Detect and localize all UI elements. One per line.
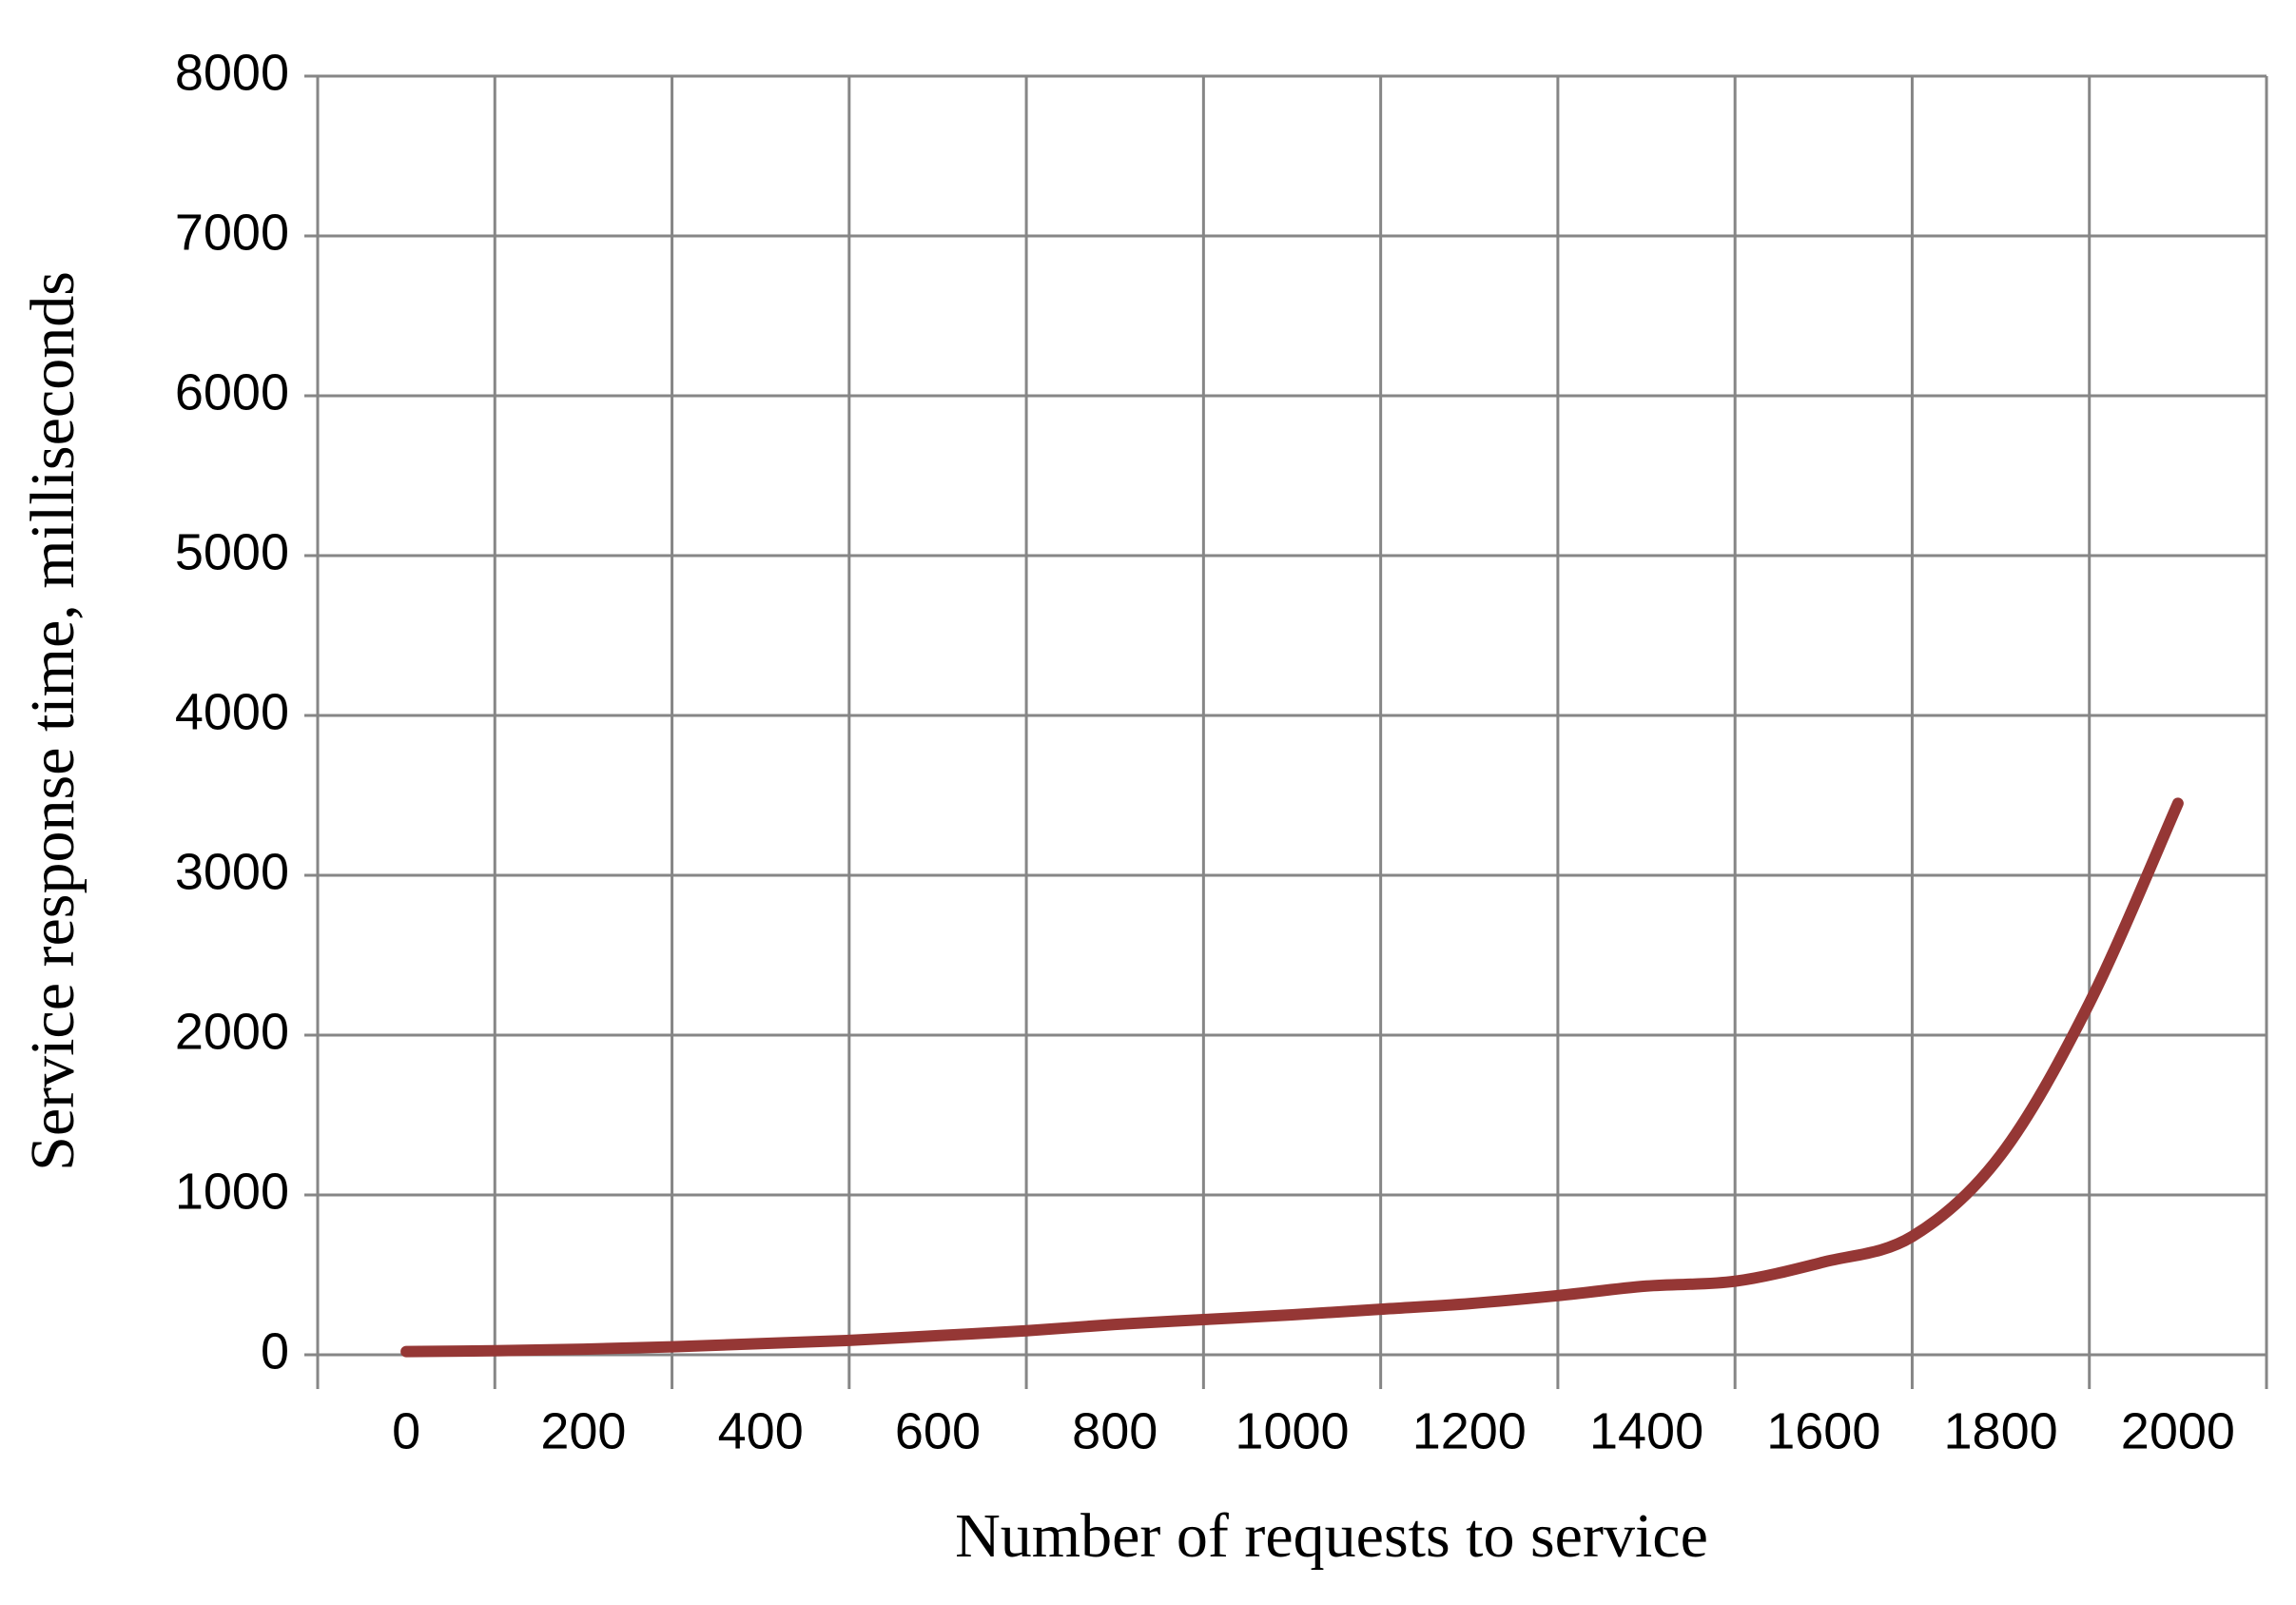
x-tick-label: 1400: [1589, 1402, 1703, 1459]
x-tick-label: 1600: [1766, 1402, 1880, 1459]
y-tick-label: 2000: [175, 1003, 289, 1060]
y-tick-label: 0: [261, 1322, 289, 1380]
x-tick-label: 0: [392, 1402, 420, 1459]
y-tick-label: 5000: [175, 523, 289, 580]
y-tick-label: 3000: [175, 843, 289, 900]
y-tick-label: 6000: [175, 363, 289, 421]
x-tick-label: 1200: [1412, 1402, 1527, 1459]
y-tick-label: 8000: [175, 44, 289, 101]
y-tick-label: 7000: [175, 204, 289, 261]
x-axis-title: Number of requests to service: [955, 1501, 1708, 1571]
data-line: [400, 797, 2184, 1358]
x-tick-label: 1800: [1944, 1402, 2058, 1459]
y-axis-title: Service response time, milliseconds: [18, 271, 88, 1171]
x-tick-label: 1000: [1235, 1402, 1349, 1459]
y-tick-label: 4000: [175, 683, 289, 740]
x-tick-label: 200: [540, 1402, 626, 1459]
y-tick-label: 1000: [175, 1163, 289, 1220]
x-tick-label: 600: [895, 1402, 981, 1459]
x-tick-label: 400: [718, 1402, 804, 1459]
x-tick-label: 800: [1072, 1402, 1158, 1459]
x-tick-label: 2000: [2121, 1402, 2235, 1459]
